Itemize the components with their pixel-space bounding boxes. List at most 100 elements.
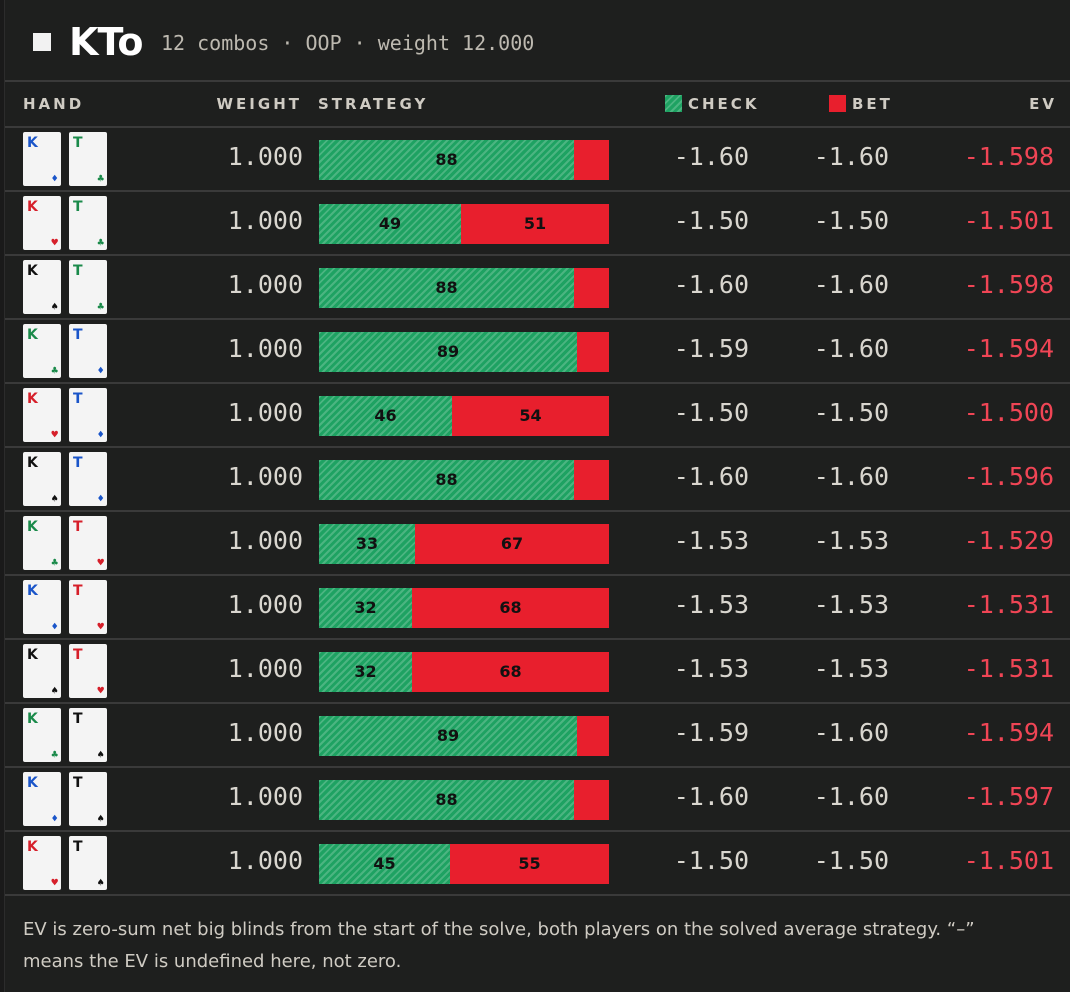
suit-icon: ♠ [97,876,104,889]
card-rank: K [27,519,38,535]
check-pct-label: 88 [435,150,458,169]
bet-segment [574,140,609,180]
table-row[interactable]: K ♥ T ♦ 1.000 46 54 -1.50 -1.50 -1.500 [5,384,1070,448]
table-row[interactable]: K ♠ T ♦ 1.000 88 -1.60 -1.60 -1.596 [5,448,1070,512]
card-1: K ♦ [23,772,61,826]
strategy-bar: 88 [319,268,609,308]
weight-value: 1.000 [227,206,303,235]
card-rank: K [27,647,38,663]
card-2: T ♠ [69,708,107,762]
strategy-bar: 88 [319,460,609,500]
check-pct-label: 45 [373,854,396,873]
check-ev: -1.53 [673,526,749,555]
suit-icon: ♠ [51,492,58,505]
bet-ev: -1.60 [813,142,889,171]
card-rank: T [73,135,83,151]
card-rank: K [27,391,38,407]
col-weight: WEIGHT [216,95,302,113]
table-row[interactable]: K ♦ T ♣ 1.000 88 -1.60 -1.60 -1.598 [5,128,1070,192]
column-header: HAND WEIGHT STRATEGY CHECK BET EV [5,82,1070,128]
check-segment: 89 [319,332,577,372]
ev-value: -1.597 [963,782,1054,811]
card-rank: K [27,199,38,215]
check-legend-swatch [665,95,682,112]
check-segment: 88 [319,140,574,180]
suit-icon: ♥ [51,236,58,249]
check-ev: -1.53 [673,654,749,683]
strategy-bar: 88 [319,780,609,820]
card-1: K ♣ [23,708,61,762]
table-row[interactable]: K ♦ T ♥ 1.000 32 68 -1.53 -1.53 -1.531 [5,576,1070,640]
table-row[interactable]: K ♦ T ♠ 1.000 88 -1.60 -1.60 -1.597 [5,768,1070,832]
card-2: T ♠ [69,836,107,890]
suit-icon: ♦ [97,492,104,505]
check-segment: 88 [319,780,574,820]
bet-segment [577,716,609,756]
suit-icon: ♥ [97,620,104,633]
suit-icon: ♥ [51,428,58,441]
table-row[interactable]: K ♥ T ♠ 1.000 45 55 -1.50 -1.50 -1.501 [5,832,1070,896]
bet-pct-label: 55 [518,854,541,873]
suit-icon: ♦ [51,812,58,825]
table-row[interactable]: K ♣ T ♦ 1.000 89 -1.59 -1.60 -1.594 [5,320,1070,384]
bet-ev: -1.60 [813,334,889,363]
ev-value: -1.529 [963,526,1054,555]
table-row[interactable]: K ♣ T ♥ 1.000 33 67 -1.53 -1.53 -1.529 [5,512,1070,576]
bet-ev: -1.60 [813,462,889,491]
weight-value: 1.000 [227,782,303,811]
check-segment: 49 [319,204,461,244]
weight-value: 1.000 [227,590,303,619]
weight-value: 1.000 [227,654,303,683]
table-row[interactable]: K ♥ T ♣ 1.000 49 51 -1.50 -1.50 -1.501 [5,192,1070,256]
check-ev: -1.60 [673,270,749,299]
ev-value: -1.501 [963,206,1054,235]
card-1: K ♠ [23,452,61,506]
card-1: K ♥ [23,388,61,442]
check-ev: -1.50 [673,206,749,235]
bet-ev: -1.60 [813,782,889,811]
card-rank: K [27,263,38,279]
check-pct-label: 46 [374,406,397,425]
card-2: T ♣ [69,196,107,250]
strategy-bar: 89 [319,716,609,756]
card-rank: T [73,647,83,663]
card-rank: T [73,263,83,279]
card-1: K ♠ [23,260,61,314]
weight-value: 1.000 [227,526,303,555]
card-1: K ♠ [23,644,61,698]
weight-value: 1.000 [227,270,303,299]
check-pct-label: 88 [435,790,458,809]
combo-rows: K ♦ T ♣ 1.000 88 -1.60 -1.60 -1.598 K ♥ … [5,128,1070,896]
col-bet-label: BET [852,95,893,113]
table-row[interactable]: K ♠ T ♥ 1.000 32 68 -1.53 -1.53 -1.531 [5,640,1070,704]
col-check: CHECK [665,95,759,113]
table-row[interactable]: K ♣ T ♠ 1.000 89 -1.59 -1.60 -1.594 [5,704,1070,768]
bet-segment: 54 [452,396,609,436]
ev-value: -1.500 [963,398,1054,427]
suit-icon: ♣ [97,236,104,249]
check-ev: -1.50 [673,846,749,875]
bet-segment [574,780,609,820]
strategy-bar: 33 67 [319,524,609,564]
check-segment: 88 [319,460,574,500]
col-strategy: STRATEGY [318,95,429,113]
strategy-bar: 32 68 [319,588,609,628]
suit-icon: ♣ [51,364,58,377]
col-ev: EV [1029,95,1057,113]
check-segment: 32 [319,652,412,692]
suit-icon: ♦ [97,364,104,377]
card-rank: T [73,519,83,535]
card-rank: T [73,327,83,343]
card-2: T ♦ [69,388,107,442]
check-segment: 88 [319,268,574,308]
bet-segment: 68 [412,652,609,692]
card-1: K ♦ [23,580,61,634]
table-row[interactable]: K ♠ T ♣ 1.000 88 -1.60 -1.60 -1.598 [5,256,1070,320]
card-rank: T [73,839,83,855]
ev-value: -1.501 [963,846,1054,875]
bet-pct-label: 67 [500,534,524,553]
card-rank: K [27,711,38,727]
suit-icon: ♥ [97,684,104,697]
card-rank: K [27,135,38,151]
card-rank: T [73,775,83,791]
